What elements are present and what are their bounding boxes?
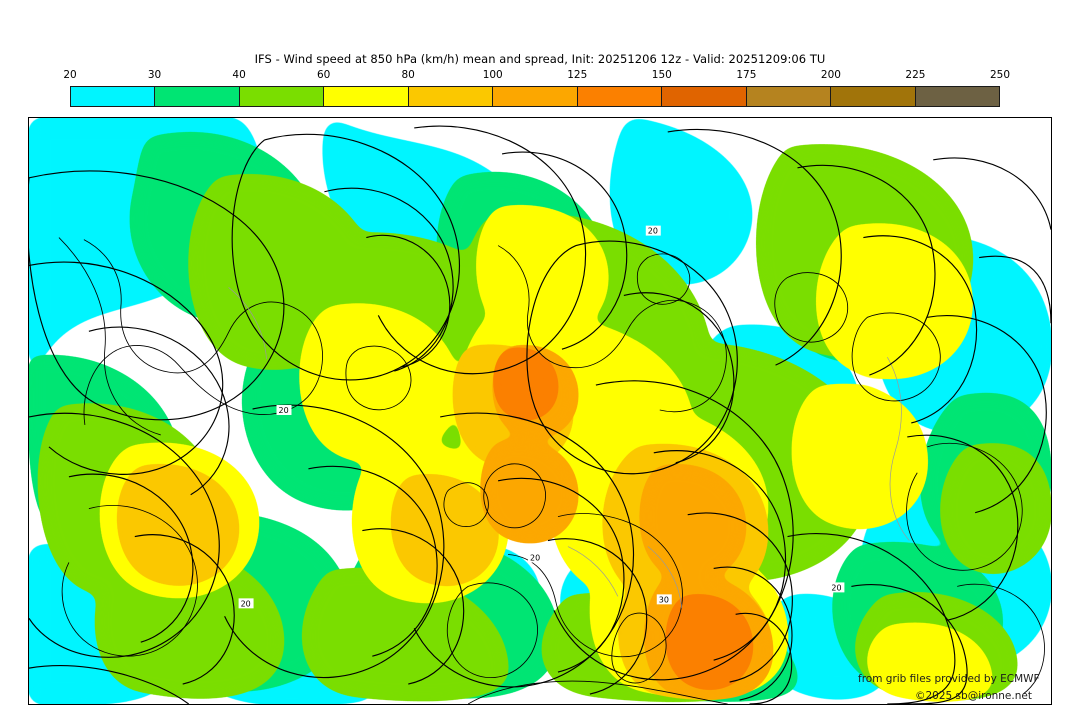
colorbar-swatch-60-80: [324, 87, 409, 106]
svg-text:30: 30: [659, 595, 669, 604]
colorbar-swatch-100-125: [493, 87, 578, 106]
svg-text:20: 20: [831, 583, 841, 592]
colorbar-tick-2: 40: [232, 69, 246, 81]
map-plot-area[interactable]: 20 20 20 30 20 20 20: [28, 117, 1052, 705]
colorbar-swatch-150-175: [662, 87, 747, 106]
svg-text:20: 20: [241, 599, 251, 608]
colorbar-swatch-80-100: [408, 87, 494, 106]
page-title: IFS - Wind speed at 850 hPa (km/h) mean …: [254, 52, 826, 66]
colorbar-swatch-20-30: [71, 87, 156, 106]
colorbar-tick-0: 20: [63, 69, 77, 81]
colorbar-tick-3: 60: [316, 69, 331, 81]
colorbar-tick-5: 100: [482, 69, 503, 81]
colorbar-swatch-200-225: [831, 87, 916, 106]
colorbar: 20 30 40 60 80 100 125 150 175 200 225 2…: [63, 69, 1010, 109]
colorbar-tick-7: 150: [651, 69, 672, 81]
svg-text:20: 20: [530, 553, 540, 562]
colorbar-swatch-40-60: [239, 87, 325, 106]
colorbar-swatches: [70, 86, 1000, 107]
colorbar-swatch-225-250: [915, 87, 999, 106]
colorbar-tick-6: 125: [567, 69, 588, 81]
svg-text:20: 20: [648, 227, 658, 236]
colorbar-swatch-175-200: [746, 87, 832, 106]
colorbar-tick-8: 175: [736, 69, 757, 81]
colorbar-tick-4: 80: [401, 69, 415, 81]
contour-value-labels: 20 20 20 30 20 20 20: [238, 225, 845, 608]
colorbar-tick-labels: 20 30 40 60 80 100 125 150 175 200 225 2…: [63, 69, 1010, 85]
colorbar-tick-9: 200: [820, 69, 841, 81]
colorbar-tick-11: 250: [989, 69, 1011, 81]
colorbar-tick-1: 30: [147, 69, 162, 81]
coastlines: [58, 237, 1045, 704]
colorbar-swatch-125-150: [577, 87, 663, 106]
svg-text:20: 20: [279, 406, 289, 415]
band-125-150: [493, 348, 753, 690]
colorbar-tick-10: 225: [905, 69, 926, 81]
colorbar-swatch-30-40: [155, 87, 240, 106]
political-borders: [228, 287, 910, 609]
weather-map-svg: 20 20 20 30 20 20 20: [29, 118, 1051, 704]
spread-contours: [29, 125, 1051, 704]
